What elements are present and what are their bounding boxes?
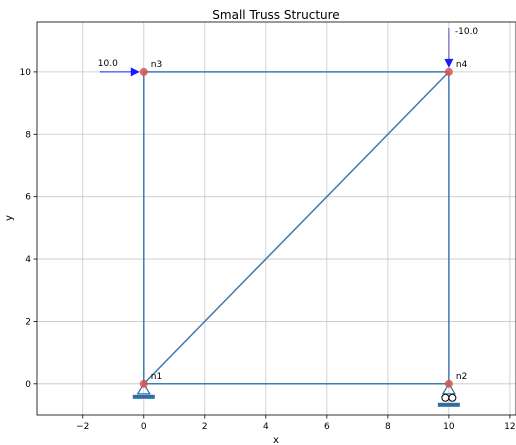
- y-tick-label: 10: [20, 68, 32, 78]
- x-tick-label: 10: [443, 422, 455, 432]
- y-axis-label: y: [4, 215, 15, 221]
- x-tick-label: 0: [141, 422, 147, 432]
- plot-frame: [36, 21, 516, 416]
- truss-nodes: n1 n2 n3 n4: [139, 60, 468, 388]
- support-pin-n1: [132, 382, 155, 399]
- x-tick-label: 12: [504, 422, 515, 432]
- x-tick-label: 6: [324, 422, 330, 432]
- loads: 10.0 -10.0: [98, 27, 478, 77]
- node-marker-n1: [139, 379, 148, 388]
- y-tick-label: 4: [25, 255, 31, 265]
- supports: [132, 382, 460, 407]
- axis-ticks: −2 0 2 4 6 8 10 12 0 2 4 6 8 10: [20, 68, 516, 432]
- y-tick-label: 6: [25, 193, 31, 203]
- node-marker-n2: [444, 379, 453, 388]
- node-label-n1: n1: [151, 372, 162, 382]
- load-arrow-n3: 10.0: [98, 59, 140, 77]
- support-ground: [437, 402, 460, 407]
- support-ground: [132, 394, 155, 399]
- x-axis-label: x: [273, 435, 279, 445]
- x-tick-label: 2: [202, 422, 208, 432]
- y-tick-label: 0: [25, 380, 31, 390]
- node-label-n3: n3: [151, 60, 162, 70]
- diagram-title: Small Truss Structure: [212, 8, 339, 22]
- load-label: -10.0: [455, 27, 479, 37]
- x-tick-label: 8: [385, 422, 391, 432]
- node-marker-n4: [444, 67, 453, 76]
- x-tick-label: −2: [76, 422, 89, 432]
- node-label-n4: n4: [456, 60, 468, 70]
- y-tick-label: 8: [25, 130, 31, 140]
- truss-members: [143, 71, 450, 385]
- load-arrowhead: [444, 58, 454, 68]
- y-tick-label: 2: [25, 317, 31, 327]
- load-label: 10.0: [98, 59, 118, 69]
- roller-wheel: [441, 393, 450, 402]
- support-roller-n2: [437, 382, 460, 407]
- support-triangle: [441, 382, 456, 395]
- member-n1-n4: [143, 71, 450, 385]
- node-label-n2: n2: [456, 372, 467, 382]
- x-tick-label: 4: [263, 422, 269, 432]
- node-marker-n3: [139, 67, 148, 76]
- grid: [37, 22, 516, 415]
- roller-wheel: [448, 393, 457, 402]
- support-triangle: [136, 382, 151, 395]
- load-arrow-n4: -10.0: [444, 27, 478, 68]
- load-arrowhead: [130, 67, 140, 77]
